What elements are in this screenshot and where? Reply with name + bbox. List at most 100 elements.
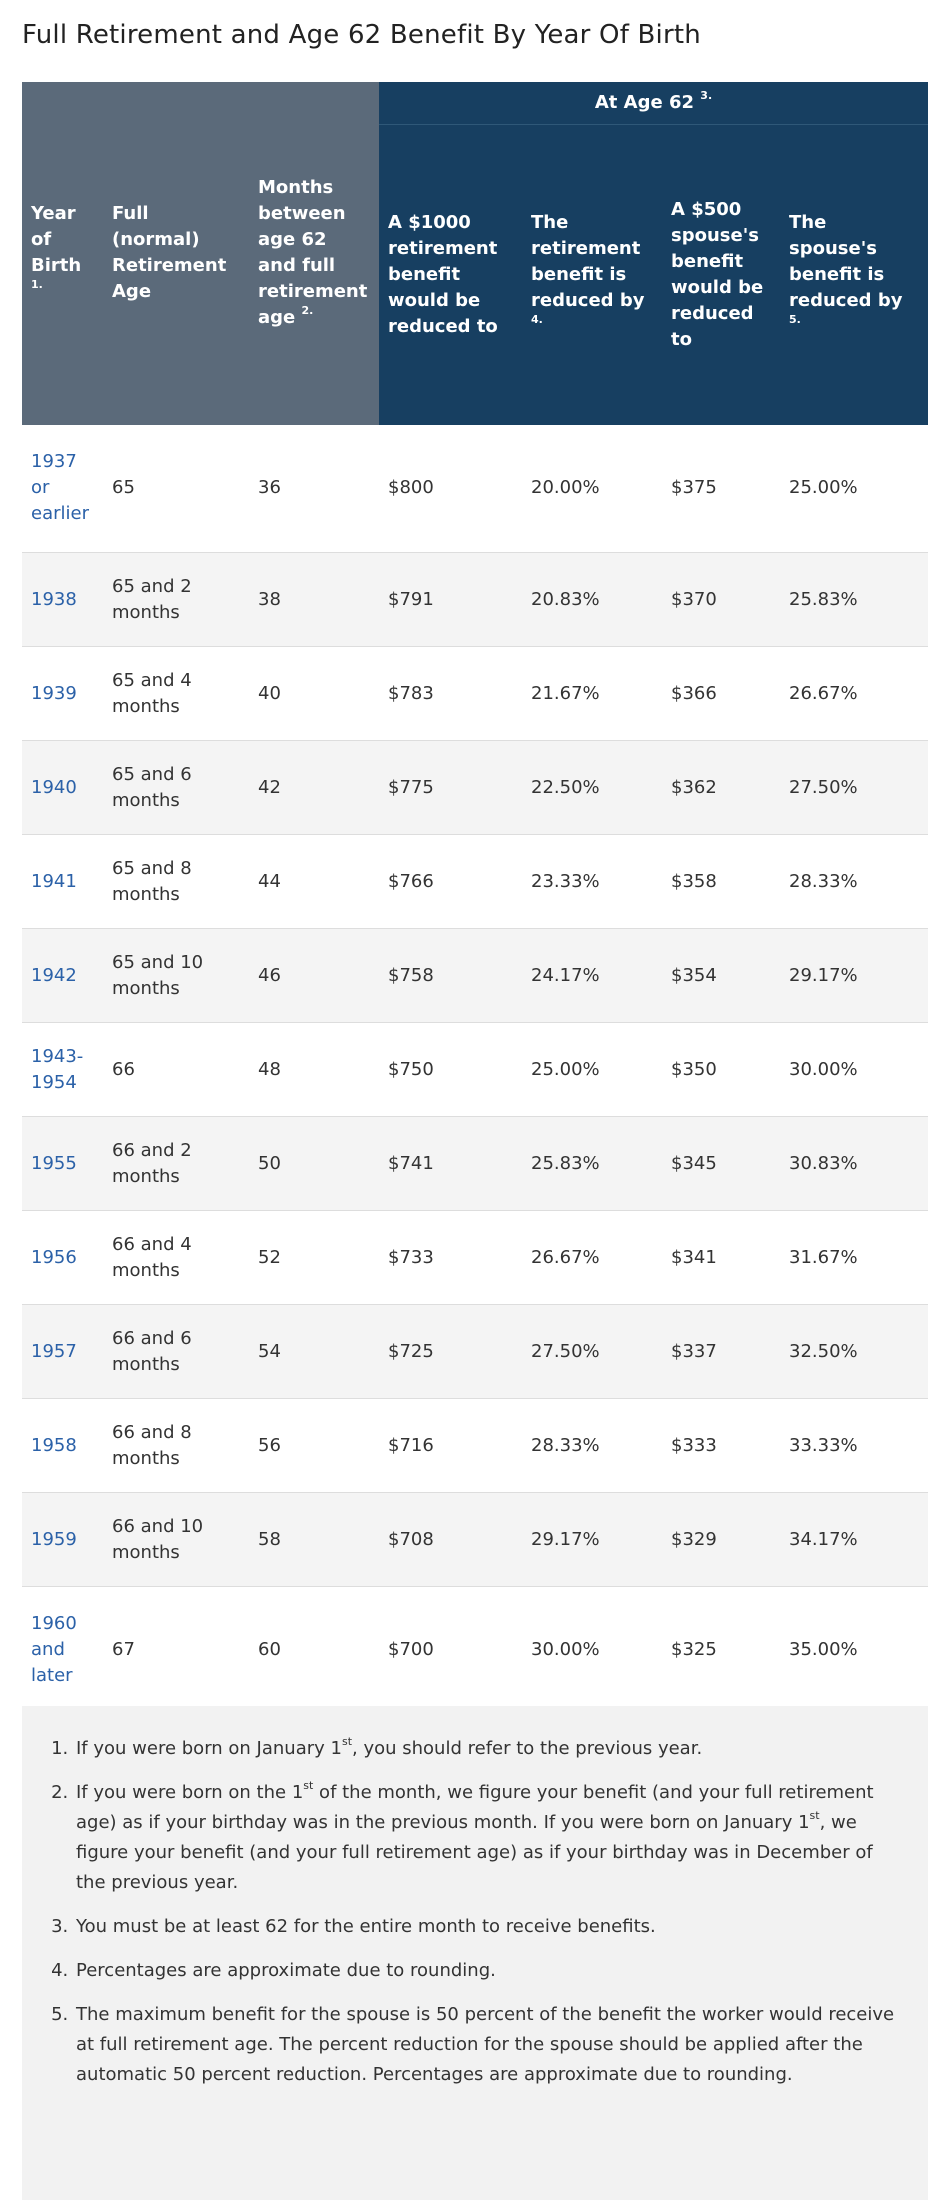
year-link[interactable]: 1960 and later [22,1586,103,1714]
full-retirement-age-cell: 65 and 10 months [103,928,249,1023]
reduced-by-cell: 25.83% [522,1116,662,1211]
header-at-age-62: At Age 62 3. [379,82,929,125]
page-title: Full Retirement and Age 62 Benefit By Ye… [22,20,701,50]
footnote-2-sup-a: st [303,1779,314,1792]
year-link[interactable]: 1941 [22,834,103,929]
header-at-age-62-note: 3. [700,89,713,102]
full-retirement-age-cell: 65 and 6 months [103,740,249,835]
table-row: 1942 65 and 10 months 46 $758 24.17% $35… [22,928,929,1023]
table-row: 1959 66 and 10 months 58 $708 29.17% $32… [22,1492,929,1587]
reduced-to-cell: $800 [379,424,522,553]
spouse-reduced-by-cell: 32.50% [780,1304,929,1399]
spouse-reduced-by-cell: 29.17% [780,928,929,1023]
header-reduced-to: A $1000 retirement benefit would be redu… [379,124,522,425]
months-cell: 52 [249,1210,379,1305]
reduced-by-cell: 22.50% [522,740,662,835]
reduced-by-cell: 28.33% [522,1398,662,1493]
header-year-of-birth-note: 1. [31,278,43,292]
months-cell: 40 [249,646,379,741]
months-cell: 44 [249,834,379,929]
reduced-to-cell: $716 [379,1398,522,1493]
full-retirement-age-cell: 66 and 6 months [103,1304,249,1399]
year-link[interactable]: 1940 [22,740,103,835]
header-spouse-reduced-by: The spouse's benefit is reduced by 5. [780,124,929,425]
spouse-reduced-to-cell: $370 [662,552,780,647]
header-reduced-by-label: The retirement benefit is reduced by [531,211,645,311]
reduced-to-cell: $733 [379,1210,522,1305]
spouse-reduced-to-cell: $375 [662,424,780,553]
header-reduced-by-note: 4. [531,312,543,326]
benefit-table: Year of Birth 1. Full (normal) Retiremen… [22,82,929,1714]
footnote-1: If you were born on January 1st, you sho… [74,1734,906,1764]
header-months-between: Months between age 62 and full retiremen… [249,82,379,425]
footnote-3: You must be at least 62 for the entire m… [74,1912,906,1942]
spouse-reduced-by-cell: 30.00% [780,1022,929,1117]
footnote-3-text: You must be at least 62 for the entire m… [76,1916,656,1937]
year-link[interactable]: 1956 [22,1210,103,1305]
months-cell: 60 [249,1586,379,1714]
reduced-by-cell: 26.67% [522,1210,662,1305]
footnotes-panel: If you were born on January 1 st , you sho… [22,1706,928,2200]
table-row: 1958 66 and 8 months 56 $716 28.33% $333… [22,1398,929,1493]
footnote-1-text-a: If you were born on January 1 [76,1738,342,1759]
spouse-reduced-to-cell: $366 [662,646,780,741]
spouse-reduced-by-cell: 26.67% [780,646,929,741]
reduced-by-cell: 29.17% [522,1492,662,1587]
header-spouse-reduced-by-label: The spouse's benefit is reduced by [789,211,903,311]
table-row: 1938 65 and 2 months 38 $791 20.83% $370… [22,552,929,647]
spouse-reduced-by-cell: 25.00% [780,424,929,553]
year-link[interactable]: 1943-1954 [22,1022,103,1117]
table-row: 1941 65 and 8 months 44 $766 23.33% $358… [22,834,929,929]
months-cell: 36 [249,424,379,553]
months-cell: 38 [249,552,379,647]
year-link[interactable]: 1959 [22,1492,103,1587]
year-link[interactable]: 1939 [22,646,103,741]
year-link[interactable]: 1955 [22,1116,103,1211]
spouse-reduced-by-cell: 30.83% [780,1116,929,1211]
table-row: 1937 or earlier 65 36 $800 20.00% $375 2… [22,424,929,553]
full-retirement-age-cell: 66 and 8 months [103,1398,249,1493]
year-link[interactable]: 1937 or earlier [22,424,103,553]
spouse-reduced-to-cell: $333 [662,1398,780,1493]
table-row: 1943-1954 66 48 $750 25.00% $350 30.00% [22,1022,929,1117]
footnote-2-text-a: If you were born on the 1 [76,1782,304,1803]
spouse-reduced-by-cell: 34.17% [780,1492,929,1587]
reduced-by-cell: 20.83% [522,552,662,647]
spouse-reduced-to-cell: $329 [662,1492,780,1587]
reduced-to-cell: $750 [379,1022,522,1117]
spouse-reduced-by-cell: 33.33% [780,1398,929,1493]
reduced-by-cell: 23.33% [522,834,662,929]
year-link[interactable]: 1957 [22,1304,103,1399]
spouse-reduced-to-cell: $358 [662,834,780,929]
reduced-to-cell: $775 [379,740,522,835]
full-retirement-age-cell: 66 [103,1022,249,1117]
header-year-of-birth-label: Year of Birth [31,203,82,277]
reduced-to-cell: $708 [379,1492,522,1587]
reduced-by-cell: 21.67% [522,646,662,741]
reduced-by-cell: 20.00% [522,424,662,553]
year-link[interactable]: 1938 [22,552,103,647]
footnotes-list: If you were born on January 1 st , you sho… [44,1734,906,2090]
header-reduced-by: The retirement benefit is reduced by 4. [522,124,662,425]
reduced-to-cell: $725 [379,1304,522,1399]
header-year-of-birth: Year of Birth 1. [22,82,103,425]
footnote-1-text-b: , you should refer to the previous year. [352,1738,703,1759]
reduced-to-cell: $783 [379,646,522,741]
reduced-by-cell: 30.00% [522,1586,662,1714]
months-cell: 46 [249,928,379,1023]
reduced-by-cell: 25.00% [522,1022,662,1117]
reduced-to-cell: $791 [379,552,522,647]
spouse-reduced-by-cell: 27.50% [780,740,929,835]
year-link[interactable]: 1958 [22,1398,103,1493]
header-at-age-62-label: At Age 62 [594,92,695,113]
spouse-reduced-by-cell: 25.83% [780,552,929,647]
months-cell: 58 [249,1492,379,1587]
reduced-to-cell: $758 [379,928,522,1023]
full-retirement-age-cell: 65 [103,424,249,553]
spouse-reduced-to-cell: $345 [662,1116,780,1211]
spouse-reduced-to-cell: $362 [662,740,780,835]
reduced-by-cell: 24.17% [522,928,662,1023]
header-spouse-reduced-by-note: 5. [789,312,801,326]
spouse-reduced-to-cell: $341 [662,1210,780,1305]
year-link[interactable]: 1942 [22,928,103,1023]
